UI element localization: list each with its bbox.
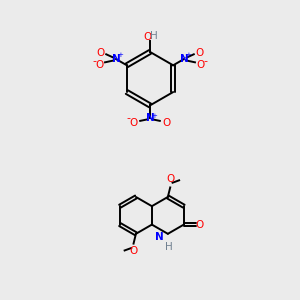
- Text: N: N: [155, 232, 164, 242]
- Text: N: N: [146, 113, 154, 123]
- Text: O: O: [162, 118, 170, 128]
- Text: O: O: [196, 60, 204, 70]
- Text: +: +: [185, 52, 191, 59]
- Text: -: -: [204, 56, 208, 66]
- Text: -: -: [127, 113, 130, 124]
- Text: N: N: [112, 54, 120, 64]
- Text: +: +: [117, 52, 123, 59]
- Text: H: H: [165, 242, 172, 252]
- Text: O: O: [166, 175, 174, 184]
- Text: O: O: [143, 32, 152, 42]
- Text: O: O: [195, 48, 204, 58]
- Text: N: N: [180, 54, 188, 64]
- Text: -: -: [92, 56, 96, 66]
- Text: O: O: [96, 60, 104, 70]
- Text: O: O: [196, 220, 204, 230]
- Text: H: H: [150, 32, 158, 41]
- Text: O: O: [129, 246, 138, 256]
- Text: O: O: [130, 118, 138, 128]
- Text: +: +: [151, 112, 157, 118]
- Text: O: O: [96, 48, 105, 58]
